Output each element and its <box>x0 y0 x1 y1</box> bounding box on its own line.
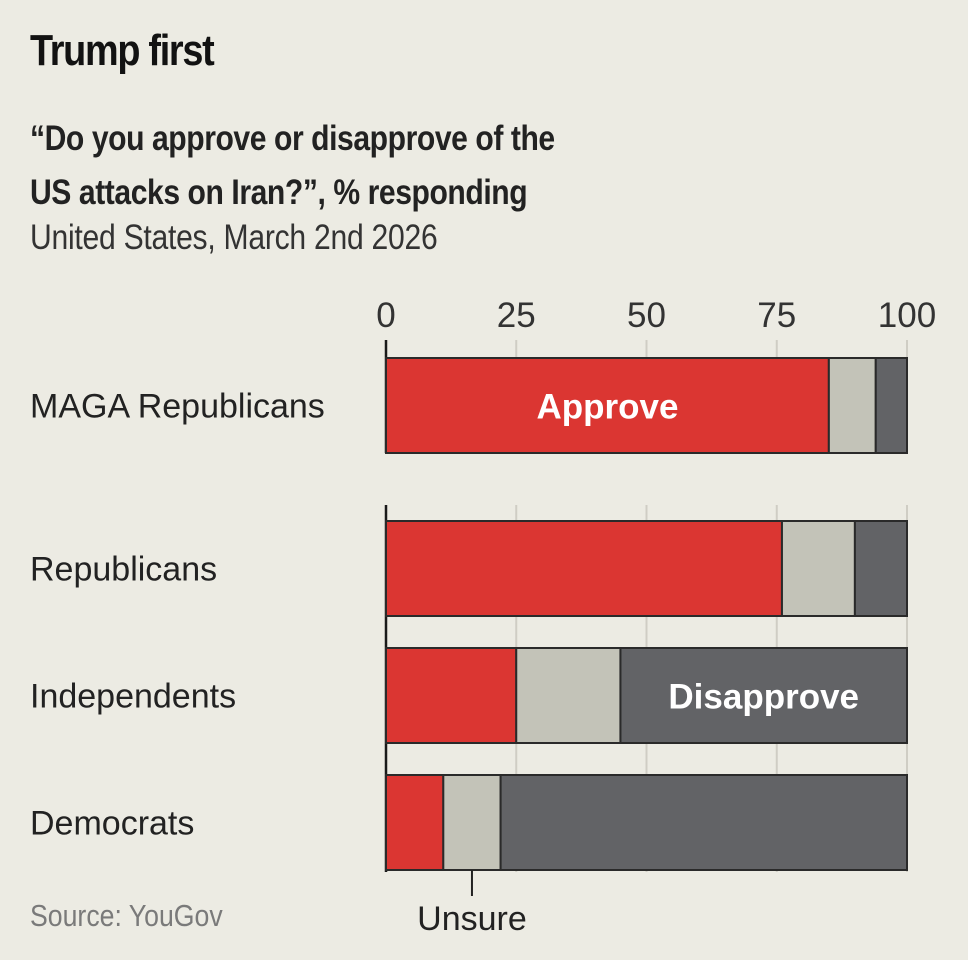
x-axis-ticks: 0 25 50 75 100 <box>376 296 936 335</box>
category-label: Democrats <box>30 805 194 843</box>
bar-disapprove <box>499 774 908 871</box>
x-tick-label: 75 <box>757 296 796 335</box>
chart-subtitle: “Do you approve or disapprove of the US … <box>30 112 555 220</box>
category-label: Independents <box>30 678 236 716</box>
bar-approve <box>385 520 783 617</box>
chart-note: United States, March 2nd 2026 <box>30 218 438 257</box>
bar-approve <box>385 357 830 454</box>
annotations: Approve Disapprove Unsure <box>417 388 859 939</box>
category-label: MAGA Republicans <box>30 388 325 426</box>
x-tick-label: 0 <box>376 296 395 335</box>
disapprove-annotation: Disapprove <box>668 678 859 717</box>
bars <box>385 357 909 871</box>
bar-disapprove <box>874 357 908 454</box>
x-tick-label: 50 <box>627 296 666 335</box>
subtitle-line-1: “Do you approve or disapprove of the <box>30 119 555 158</box>
bar-unsure <box>827 357 877 454</box>
bar-approve <box>385 774 445 871</box>
source-note: Source: YouGov <box>30 898 223 933</box>
bar-disapprove <box>853 520 909 617</box>
category-label: Republicans <box>30 551 217 589</box>
x-tick-label: 100 <box>878 296 936 335</box>
bar-unsure <box>515 647 622 744</box>
bar-disapprove <box>619 647 908 744</box>
unsure-annotation: Unsure <box>417 900 527 938</box>
x-tick-label: 25 <box>497 296 536 335</box>
subtitle-line-2: US attacks on Iran?”, % responding <box>30 173 528 212</box>
approve-annotation: Approve <box>536 388 678 427</box>
bar-approve <box>385 647 518 744</box>
bar-unsure <box>780 520 856 617</box>
category-labels: MAGA Republicans Republicans Independents D… <box>30 388 325 843</box>
chart-title: Trump first <box>30 26 215 75</box>
bar-unsure <box>442 774 502 871</box>
